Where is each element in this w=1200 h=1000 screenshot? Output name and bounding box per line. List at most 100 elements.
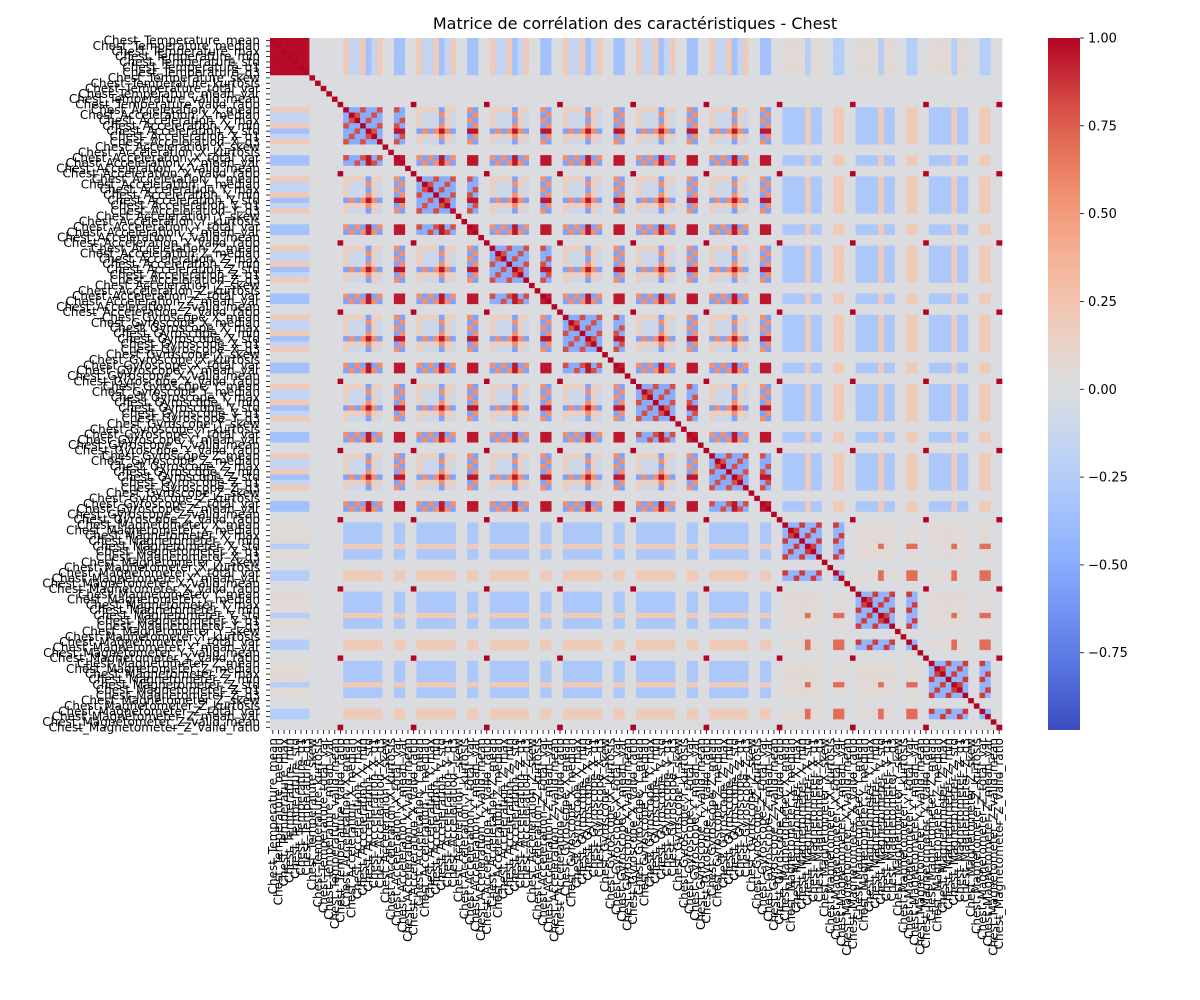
heatmap-cell [343, 107, 350, 113]
heatmap-cell [726, 187, 733, 193]
heatmap-cell [630, 203, 637, 209]
heatmap-cell [371, 64, 378, 71]
heatmap-cell [844, 128, 851, 135]
heatmap-cell [895, 203, 901, 209]
heatmap-cell [371, 101, 378, 108]
heatmap-cell [726, 165, 733, 172]
heatmap-cell [810, 128, 817, 135]
heatmap-cell [281, 38, 288, 44]
heatmap-cell [602, 128, 609, 135]
heatmap-cell [298, 139, 305, 145]
heatmap-cell [382, 96, 389, 103]
heatmap-cell [647, 171, 654, 177]
heatmap-cell [619, 107, 626, 113]
heatmap-cell [641, 165, 648, 172]
heatmap-cell [388, 85, 395, 92]
heatmap-cell [855, 213, 862, 220]
heatmap-cell [579, 133, 586, 140]
heatmap-cell [827, 69, 834, 76]
heatmap-cell [889, 218, 896, 225]
heatmap-cell [275, 91, 282, 97]
heatmap-cell [883, 107, 890, 113]
heatmap-cell [343, 176, 350, 183]
heatmap-cell [804, 229, 811, 236]
heatmap-cell [911, 128, 918, 135]
heatmap-cell [782, 64, 789, 71]
heatmap-cell [895, 85, 901, 92]
heatmap-cell [827, 155, 834, 161]
heatmap-cell [438, 171, 445, 177]
heatmap-cell [742, 187, 749, 193]
heatmap-cell [810, 171, 817, 177]
heatmap-cell [596, 133, 603, 140]
heatmap-cell [900, 234, 907, 241]
heatmap-cell [590, 208, 597, 214]
heatmap-cell [602, 38, 609, 44]
heatmap-cell [545, 128, 552, 135]
heatmap-cell [917, 144, 924, 151]
heatmap-cell [607, 171, 614, 177]
heatmap-cell [534, 197, 541, 204]
heatmap-cell [376, 107, 383, 113]
heatmap-cell [647, 149, 654, 156]
heatmap-cell [759, 85, 766, 92]
heatmap-cell [962, 107, 969, 113]
heatmap-cell [281, 117, 288, 124]
heatmap-cell [309, 133, 316, 140]
heatmap-cell [545, 139, 552, 145]
heatmap-cell [866, 218, 873, 225]
heatmap-cell [562, 107, 569, 113]
heatmap-cell [669, 96, 676, 103]
heatmap-cell [585, 85, 592, 92]
heatmap-cell [433, 197, 440, 204]
heatmap-cell [326, 171, 333, 177]
heatmap-cell [945, 192, 952, 198]
heatmap-cell [844, 218, 851, 225]
heatmap-cell [523, 38, 530, 44]
heatmap-cell [765, 43, 772, 49]
heatmap-cell [979, 53, 986, 60]
heatmap-cell [602, 187, 609, 193]
heatmap-cell [303, 53, 310, 60]
heatmap-cell [405, 117, 412, 124]
heatmap-cell [303, 240, 310, 246]
heatmap-cell [393, 181, 400, 188]
heatmap-cell [562, 133, 569, 140]
heatmap-cell [742, 91, 749, 97]
heatmap-cell [804, 155, 811, 161]
heatmap-cell [692, 43, 699, 49]
heatmap-cell [951, 117, 958, 124]
heatmap-cell [331, 181, 338, 188]
heatmap-cell [557, 107, 564, 113]
heatmap-cell [979, 197, 986, 204]
heatmap-cell [720, 64, 727, 71]
heatmap-cell [624, 144, 631, 151]
heatmap-cell [337, 59, 344, 65]
heatmap-cell [681, 80, 687, 87]
heatmap-cell [759, 165, 766, 172]
heatmap-cell [506, 64, 513, 71]
heatmap-cell [281, 112, 288, 119]
heatmap-cell [405, 43, 412, 49]
heatmap-cell [303, 213, 310, 220]
heatmap-cell [833, 144, 840, 151]
heatmap-cell [410, 53, 417, 60]
heatmap-cell [438, 144, 445, 151]
heatmap-cell [951, 139, 958, 145]
heatmap-cell [337, 128, 344, 135]
heatmap-cell [849, 38, 856, 44]
heatmap-cell [371, 107, 378, 113]
heatmap-cell [973, 229, 980, 236]
heatmap-cell [298, 213, 305, 220]
heatmap-cell [596, 112, 603, 119]
heatmap-cell [574, 218, 580, 225]
heatmap-cell [664, 101, 671, 108]
heatmap-cell [697, 160, 704, 167]
heatmap-cell [517, 38, 524, 44]
heatmap-cell [742, 53, 749, 60]
heatmap-cell [906, 101, 913, 108]
heatmap-cell [433, 171, 440, 177]
heatmap-cell [652, 208, 659, 214]
heatmap-cell [754, 123, 761, 129]
heatmap-cell [500, 96, 507, 103]
